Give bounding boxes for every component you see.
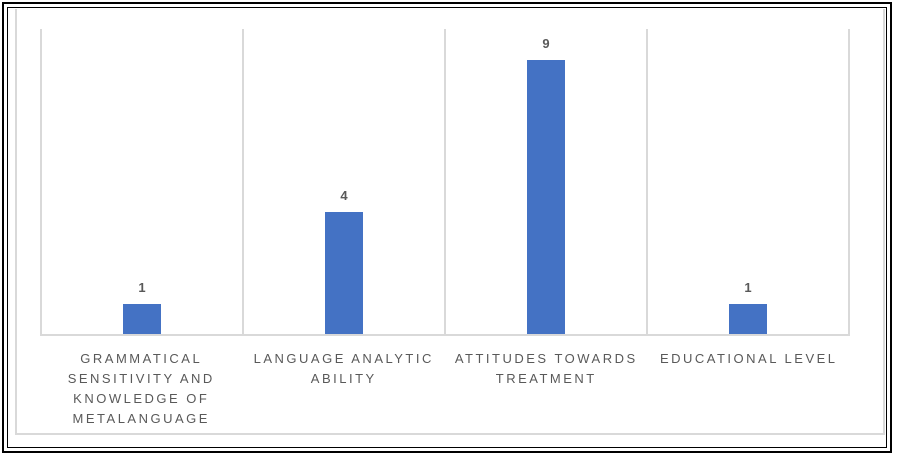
category-cell: 4 xyxy=(242,29,444,334)
bar xyxy=(527,59,565,334)
bar xyxy=(123,303,161,334)
category-cell: 1 xyxy=(40,29,242,334)
page-border-frame: 1 4 9 1 GRAMMATICAL SENSITIVITY AND KNOWLED… xyxy=(2,2,892,453)
bar-value-label: 1 xyxy=(138,279,146,295)
bar-value-label: 1 xyxy=(744,279,752,295)
category-cell: 9 xyxy=(444,29,646,334)
chart-area: 1 4 9 1 GRAMMATICAL SENSITIVITY AND KNOWLED… xyxy=(15,9,885,435)
category-axis-label: ATTITUDES TOWARDS TREATMENT xyxy=(454,351,638,386)
page-border-inner-frame: 1 4 9 1 GRAMMATICAL SENSITIVITY AND KNOWLED… xyxy=(7,7,887,448)
category-axis-label: EDUCATIONAL LEVEL xyxy=(659,351,838,366)
bar xyxy=(729,303,767,334)
bar-value-label: 9 xyxy=(542,35,550,51)
category-cell: 1 xyxy=(646,29,850,334)
category-axis-label: LANGUAGE ANALYTIC ABILITY xyxy=(253,351,434,386)
x-axis-labels: GRAMMATICAL SENSITIVITY AND KNOWLEDGE OF… xyxy=(40,349,850,429)
bar xyxy=(325,212,363,334)
bar-value-label: 4 xyxy=(340,188,348,203)
plot-area: 1 4 9 1 xyxy=(40,29,850,336)
category-axis-label: GRAMMATICAL SENSITIVITY AND KNOWLEDGE OF… xyxy=(67,351,215,426)
